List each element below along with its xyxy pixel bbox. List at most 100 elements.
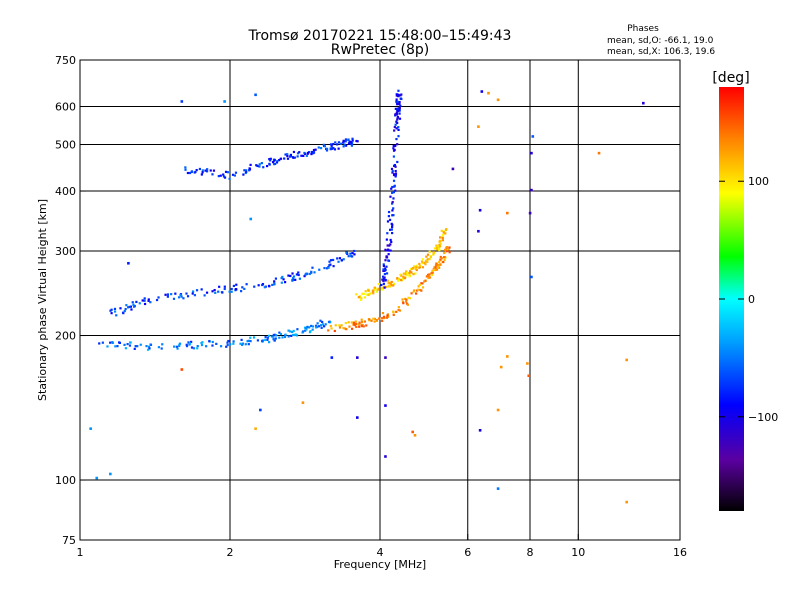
scatter-point: [284, 153, 287, 156]
scatter-point: [429, 255, 432, 258]
scatter-point: [351, 139, 354, 142]
scatter-point: [123, 343, 126, 346]
scatter-point: [417, 285, 420, 288]
scatter-point: [298, 277, 302, 280]
scatter-point: [389, 243, 392, 246]
scatter-point: [421, 258, 424, 261]
x-tick-label: 1: [77, 546, 84, 559]
scatter-point: [303, 275, 306, 278]
scatter-point: [394, 169, 397, 173]
scatter-point: [269, 159, 272, 162]
scatter-point: [268, 341, 271, 344]
scatter-point: [451, 167, 455, 171]
scatter-point: [396, 100, 399, 103]
scatter-point: [186, 295, 190, 298]
scatter-point: [145, 345, 148, 348]
scatter-point: [385, 272, 389, 275]
scatter-point: [382, 277, 385, 281]
scatter-point: [378, 317, 381, 320]
scatter-point: [434, 268, 437, 272]
scatter-point: [233, 174, 236, 177]
scatter-point: [317, 146, 320, 149]
scatter-point: [392, 191, 396, 194]
scatter-point: [123, 309, 126, 313]
scatter-point: [384, 455, 387, 458]
scatter-point: [505, 355, 509, 358]
scatter-point: [389, 238, 392, 242]
scatter-point: [314, 324, 318, 327]
scatter-point: [362, 325, 365, 328]
scatter-point: [353, 253, 356, 256]
scatter-point: [310, 324, 313, 328]
scatter-point: [358, 321, 361, 324]
scatter-point: [443, 251, 446, 255]
scatter-point: [223, 287, 226, 291]
scatter-point: [405, 300, 408, 303]
scatter-point: [351, 137, 354, 140]
y-tick-label: 600: [55, 101, 76, 114]
scatter-point: [333, 329, 336, 333]
scatter-point: [132, 303, 135, 306]
scatter-point: [345, 328, 348, 331]
scatter-point: [296, 328, 299, 331]
scatter-point: [178, 344, 181, 347]
scatter-point: [294, 278, 297, 281]
scatter-point: [402, 272, 405, 275]
scatter-point: [127, 261, 130, 265]
scatter-point: [396, 116, 399, 120]
scatter-point: [407, 296, 410, 299]
scatter-point: [390, 187, 393, 190]
scatter-point: [448, 251, 451, 254]
scatter-point: [499, 365, 503, 369]
scatter-point: [409, 270, 412, 273]
scatter-point: [226, 343, 229, 347]
scatter-point: [338, 257, 342, 260]
scatter-point: [444, 248, 447, 251]
scatter-point: [406, 271, 409, 274]
scatter-point: [445, 250, 448, 253]
x-axis: 1 2 4 6 8 10 16: [77, 534, 687, 559]
scatter-point: [384, 268, 387, 272]
scatter-point: [357, 323, 360, 326]
scatter-point: [441, 239, 445, 242]
scatter-point: [205, 345, 208, 348]
scatter-point: [273, 339, 276, 342]
scatter-point: [399, 278, 402, 282]
scatter-point: [305, 328, 308, 331]
scatter-point: [296, 155, 299, 158]
x-tick-label: 8: [527, 546, 534, 559]
scatter-point: [327, 266, 330, 269]
scatter-point: [391, 202, 394, 205]
scatter-point: [248, 169, 251, 172]
scatter-point: [222, 173, 225, 176]
scatter-point: [311, 325, 315, 328]
scatter-point: [380, 288, 384, 291]
scatter-point: [234, 171, 238, 174]
scatter-point: [127, 306, 130, 309]
scatter-point: [428, 276, 432, 279]
scatter-point: [133, 347, 136, 350]
scatter-point: [391, 223, 394, 226]
scatter-point: [394, 189, 397, 192]
colorbar-tick-label: 0: [748, 293, 755, 306]
scatter-point: [149, 301, 152, 304]
y-axis-label: Stationary phase Virtual Height [km]: [36, 199, 49, 401]
scatter-point: [117, 341, 121, 344]
scatter-point: [313, 271, 316, 274]
scatter-point: [311, 328, 314, 331]
scatter-point: [338, 326, 342, 329]
scatter-point: [355, 356, 359, 359]
scatter-point: [350, 141, 354, 145]
scatter-point: [292, 333, 295, 337]
scatter-point: [343, 143, 346, 146]
scatter-point: [410, 292, 413, 295]
scatter-point: [383, 276, 386, 279]
scatter-point: [257, 284, 260, 287]
scatter-point: [387, 210, 391, 214]
scatter-point: [230, 290, 233, 293]
scatter-point: [418, 283, 421, 286]
scatter-point: [395, 98, 398, 101]
scatter-point: [332, 265, 335, 268]
scatter-point: [157, 346, 161, 349]
scatter-point: [301, 401, 305, 404]
